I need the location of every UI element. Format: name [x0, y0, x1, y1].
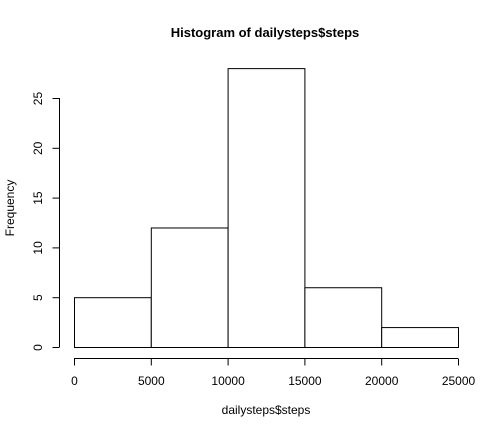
x-axis: 0 5000 10000 15000 20000 25000 — [71, 359, 475, 389]
y-tick-label-4: 20 — [31, 141, 45, 155]
y-axis-label: Frequency — [3, 180, 17, 237]
y-tick-label-0: 0 — [31, 344, 45, 351]
y-tick-label-2: 10 — [31, 241, 45, 255]
histogram-bar-0 — [75, 298, 152, 348]
y-tick-label-3: 15 — [31, 191, 45, 205]
x-tick-label-2: 10000 — [211, 374, 245, 388]
x-tick-label-0: 0 — [71, 374, 78, 388]
x-tick-label-1: 5000 — [138, 374, 165, 388]
histogram-bar-1 — [151, 228, 228, 348]
x-axis-label: dailysteps$steps — [222, 403, 311, 417]
y-tick-label-5: 25 — [31, 92, 45, 106]
x-tick-label-3: 15000 — [288, 374, 322, 388]
histogram-bar-4 — [382, 328, 459, 348]
y-axis: 0 5 10 15 20 25 — [31, 92, 60, 351]
histogram-bar-3 — [305, 288, 382, 348]
x-tick-label-4: 20000 — [365, 374, 399, 388]
y-tick-label-1: 5 — [31, 294, 45, 301]
chart-title: Histogram of dailysteps$steps — [171, 25, 360, 40]
bars-layer — [75, 69, 459, 348]
x-tick-label-5: 25000 — [442, 374, 476, 388]
histogram-bar-2 — [228, 69, 305, 348]
